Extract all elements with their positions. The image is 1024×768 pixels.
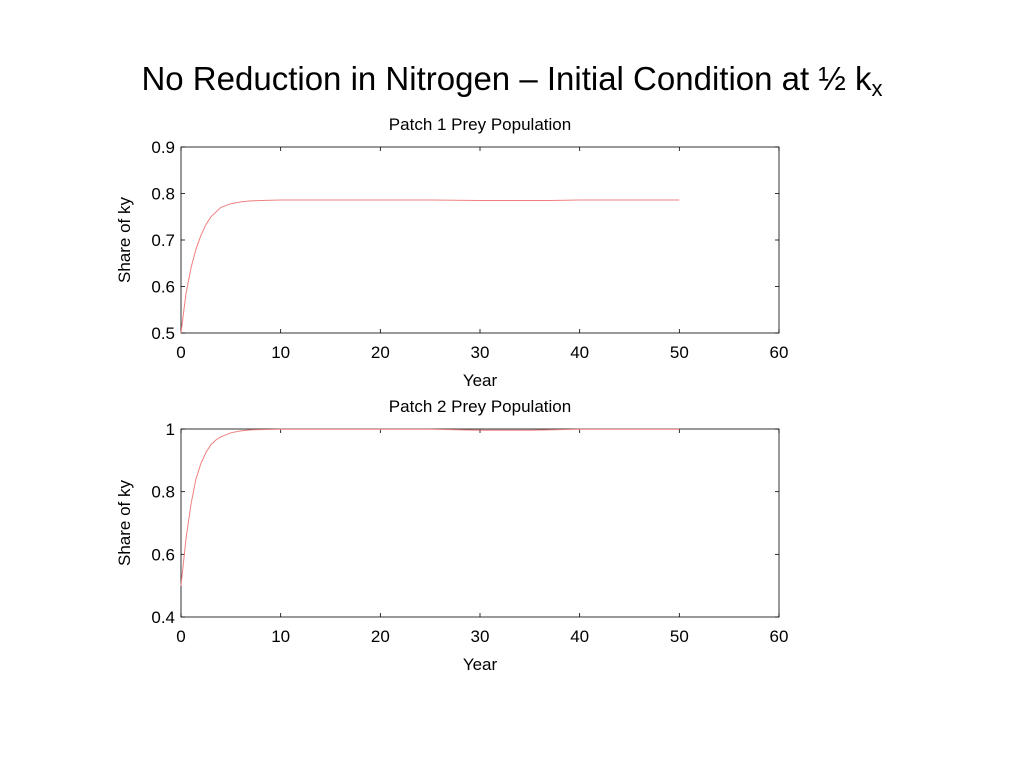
chart1-y-axis-label: Share of ky [115,197,134,283]
chart2-x-tick-label: 10 [271,627,290,646]
chart2-y-tick-label: 0.4 [151,608,175,627]
chart2-x-tick-label: 60 [770,627,789,646]
chart1-x-tick-label: 20 [371,343,390,362]
chart1-title: Patch 1 Prey Population [389,115,571,134]
chart1-axes-box [180,146,780,334]
chart2-y-tick-label: 1 [166,420,175,439]
chart2-axes-box [180,428,780,618]
chart2-x-tick-label: 50 [670,627,689,646]
chart1-x-tick-label: 60 [770,343,789,362]
chart2-x-axis-label: Year [463,655,498,674]
chart2-series-line [180,428,680,586]
chart2-x-tick-label: 40 [570,627,589,646]
chart1-y-tick-label: 0.6 [151,278,175,297]
slide-title: No Reduction in Nitrogen – Initial Condi… [0,60,1024,102]
chart2-y-tick-label: 0.8 [151,483,175,502]
chart1-y-tick-label: 0.7 [151,231,175,250]
chart1-series-line [180,199,680,334]
chart1-y-tick-label: 0.5 [151,324,175,343]
chart1-x-tick-label: 0 [176,343,185,362]
chart2-y-tick-label: 0.6 [151,545,175,564]
chart1-x-tick-label: 30 [471,343,490,362]
slide-title-text: No Reduction in Nitrogen – Initial Condi… [141,60,872,97]
chart2-y-axis-label: Share of ky [115,480,134,566]
chart2-x-tick-label: 30 [471,627,490,646]
chart1-x-axis-label: Year [463,371,498,390]
chart2-x-tick-label: 0 [176,627,185,646]
chart1-x-tick-label: 10 [271,343,290,362]
chart2-x-tick-label: 20 [371,627,390,646]
chart1-y-tick-label: 0.8 [151,185,175,204]
chart1-y-tick-label: 0.9 [151,138,175,157]
chart1-x-tick-label: 40 [570,343,589,362]
slide-title-subscript: x [871,76,883,101]
chart1-x-tick-label: 50 [670,343,689,362]
chart2-title: Patch 2 Prey Population [389,397,571,416]
